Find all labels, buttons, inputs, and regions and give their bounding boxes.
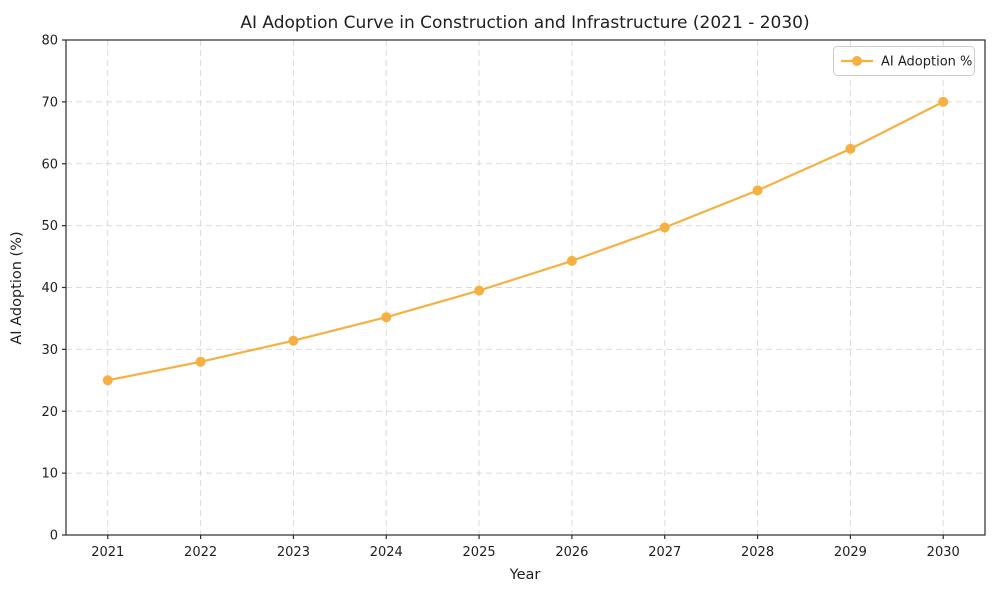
legend-label: AI Adoption % <box>881 55 972 70</box>
y-tick-label: 20 <box>41 405 58 420</box>
x-tick-label: 2029 <box>834 545 867 560</box>
data-point <box>474 285 485 296</box>
gridlines <box>66 39 985 536</box>
data-point <box>566 255 577 266</box>
y-tick-label: 10 <box>41 467 58 482</box>
x-tick-label: 2021 <box>91 545 124 560</box>
legend: AI Adoption % <box>833 46 975 76</box>
y-tick-label: 80 <box>41 34 58 49</box>
y-tick-label: 30 <box>41 343 58 358</box>
x-axis-label: Year <box>509 567 541 583</box>
data-point <box>845 143 856 154</box>
x-tick-label: 2028 <box>741 545 774 560</box>
legend-marker-icon <box>852 56 862 66</box>
data-point <box>288 335 299 346</box>
chart-title: AI Adoption Curve in Construction and In… <box>240 13 809 33</box>
series-line <box>106 100 945 382</box>
x-tick-label: 2023 <box>277 545 310 560</box>
x-tick-label: 2024 <box>370 545 403 560</box>
data-point <box>938 96 949 107</box>
x-tick-label: 2026 <box>555 545 588 560</box>
y-tick-label: 60 <box>41 157 58 172</box>
y-tick-label: 40 <box>41 281 58 296</box>
data-point <box>195 356 206 367</box>
y-tick-label: 70 <box>41 95 58 110</box>
x-tick-label: 2022 <box>184 545 217 560</box>
data-point <box>659 222 670 233</box>
data-point <box>752 185 763 196</box>
x-tick-label: 2025 <box>463 545 496 560</box>
y-tick-label: 50 <box>41 219 58 234</box>
data-point <box>381 312 392 323</box>
x-tick-label: 2027 <box>648 545 681 560</box>
data-point <box>102 375 113 386</box>
x-tick-label: 2030 <box>927 545 960 560</box>
legend-box <box>833 46 975 76</box>
y-axis-label: AI Adoption (%) <box>9 231 25 344</box>
series-ai-adoption <box>102 96 949 386</box>
y-tick-label: 0 <box>50 529 58 544</box>
